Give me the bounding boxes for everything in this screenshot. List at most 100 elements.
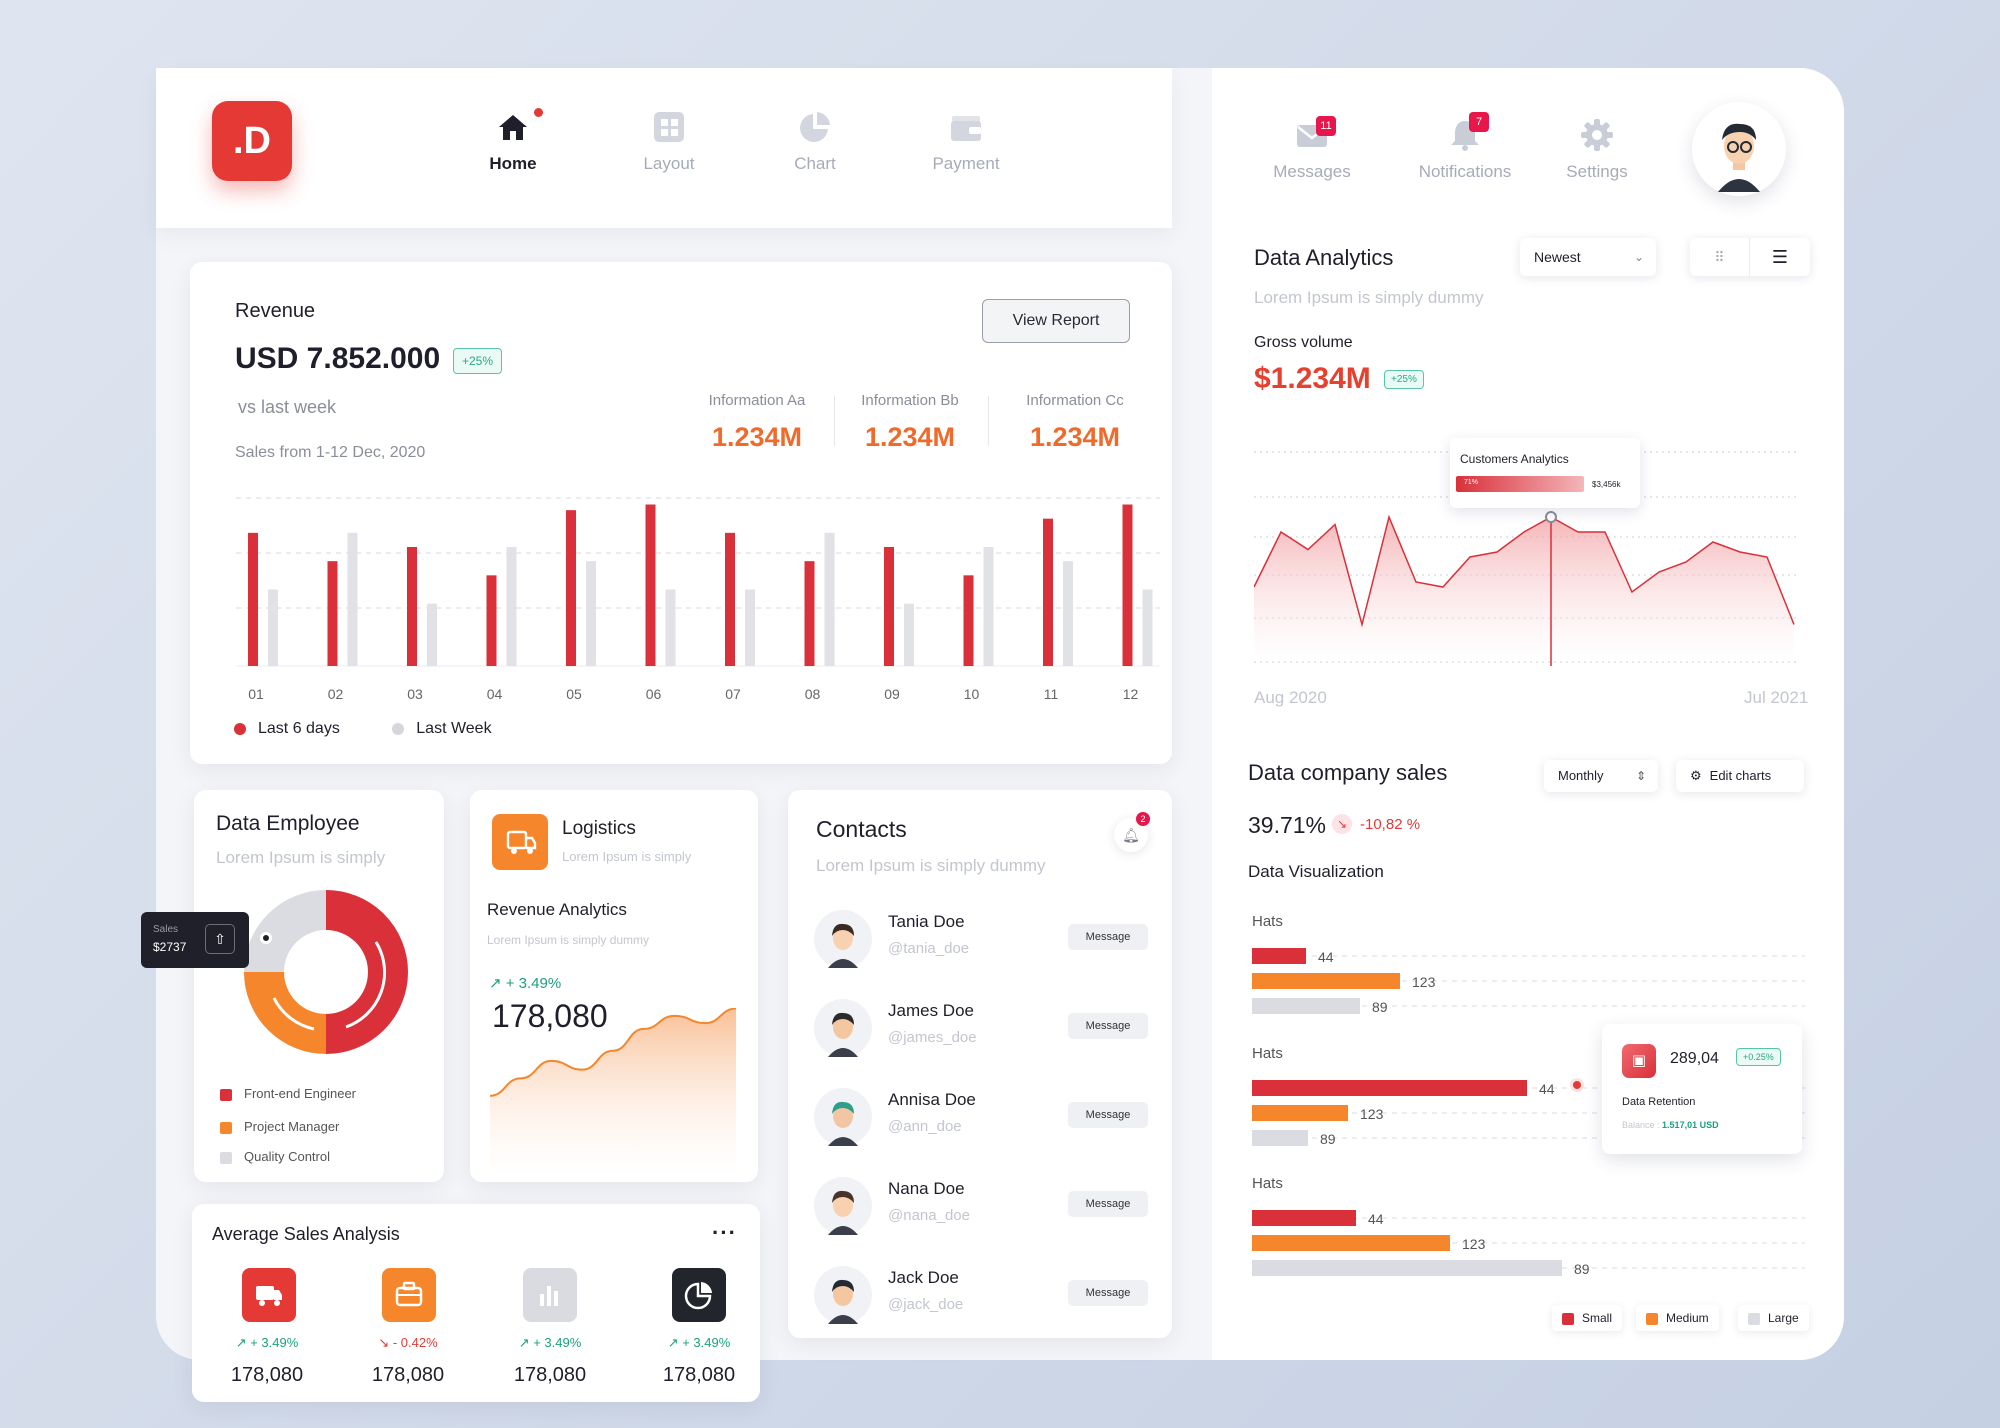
logistics-area-chart <box>490 1008 737 1178</box>
bar-large <box>1252 998 1360 1014</box>
bar-last-6-days <box>645 504 656 666</box>
contact-name: Annisa Doe <box>888 1090 976 1109</box>
list-view-icon[interactable]: ☰ <box>1771 247 1789 267</box>
info-bb-value: 1.234M <box>864 422 956 452</box>
contact-avatar[interactable] <box>814 1177 872 1235</box>
x-axis-end: Jul 2021 <box>1744 688 1809 707</box>
avg-sales-icon-tile <box>672 1268 726 1322</box>
bar-medium <box>1252 1235 1450 1251</box>
retention-label: Data Retention <box>1622 1096 1696 1108</box>
nav-chart[interactable]: Chart <box>755 110 875 174</box>
group-label: Hats <box>1252 1175 1283 1192</box>
contact-avatar[interactable] <box>814 1266 872 1324</box>
sales-tooltip-label: Sales <box>153 924 179 935</box>
donut-accent <box>345 941 387 1029</box>
arrow-up-right-icon: ↗ <box>518 1335 534 1350</box>
arrow-up-right-icon: ↗ <box>667 1335 683 1350</box>
view-report-button[interactable]: View Report <box>982 299 1130 343</box>
contacts-subtitle: Lorem Ipsum is simply dummy <box>816 856 1046 875</box>
contact-avatar[interactable] <box>814 1088 872 1146</box>
x-tick-label: 07 <box>725 686 741 702</box>
home-icon <box>499 115 527 140</box>
pie-chart-icon <box>800 112 830 142</box>
bar-medium <box>1252 973 1400 989</box>
message-button[interactable]: Message <box>1068 1102 1148 1128</box>
arrow-down-right-icon: ↘ <box>1332 814 1352 834</box>
legend-pm: Project Manager <box>244 1119 340 1134</box>
gross-volume-label: Gross volume <box>1254 334 1353 351</box>
nav-payment[interactable]: Payment <box>906 110 1026 174</box>
contact-name: Tania Doe <box>888 912 965 931</box>
info-aa-value: 1.234M <box>711 422 803 452</box>
bar-last-week <box>506 547 517 666</box>
avg-sales-change: ↗ + 3.49% <box>207 1335 327 1351</box>
nav-home[interactable]: Home <box>453 110 573 174</box>
legend-dot-lastweek <box>392 722 405 735</box>
bar-last-week <box>1063 561 1073 666</box>
message-button[interactable]: Message <box>1068 1191 1148 1217</box>
arrow-up-right-icon: ↗ <box>489 975 506 992</box>
balance-value: 1.517,01 USD <box>1662 1120 1719 1130</box>
area-line <box>1254 514 1795 628</box>
app-logo[interactable]: .D <box>212 101 292 181</box>
revenue-analytics-title: Revenue Analytics <box>487 900 627 919</box>
avg-sales-title: Average Sales Analysis <box>212 1224 400 1244</box>
x-tick-label: 04 <box>487 686 503 702</box>
revenue-card <box>190 262 1172 764</box>
legend-large: Large <box>1738 1305 1809 1331</box>
nav-layout[interactable]: Layout <box>609 110 729 174</box>
briefcase-icon <box>395 1281 423 1307</box>
area-fill <box>490 1008 736 1178</box>
bar-last-6-days <box>248 532 258 666</box>
bar-last-week <box>427 603 437 666</box>
upload-icon[interactable]: ⇧ <box>205 924 235 954</box>
sales-tooltip-value: $2737 <box>153 940 187 954</box>
avg-sales-value: 178,080 <box>230 1364 304 1386</box>
bar-value-label: 89 <box>1574 1261 1590 1277</box>
top-nav-bar <box>156 68 1172 228</box>
gear-icon <box>1581 119 1613 151</box>
info-aa-label: Information Aa <box>708 392 806 409</box>
bar-value-label: 89 <box>1372 999 1388 1015</box>
contact-handle: @jack_doe <box>888 1296 964 1313</box>
donut-slice <box>244 890 327 973</box>
edit-charts-button[interactable]: ⚙ Edit charts <box>1676 760 1804 792</box>
nav-notifications[interactable]: Notifications <box>1405 118 1525 182</box>
bar-value-label: 123 <box>1360 1106 1384 1122</box>
x-tick-label: 06 <box>646 686 662 702</box>
avg-sales-change-value: + 3.49% <box>682 1335 731 1350</box>
message-button[interactable]: Message <box>1068 924 1148 950</box>
bar-last-week <box>586 561 596 666</box>
employee-donut-chart <box>244 890 408 1054</box>
logistics-value: 178,080 <box>492 998 608 1034</box>
arrow-up-right-icon: ↗ <box>235 1335 251 1350</box>
contact-avatar[interactable] <box>814 910 872 968</box>
bar-value-label: 123 <box>1412 974 1436 990</box>
gross-volume-value: $1.234M <box>1254 362 1371 395</box>
x-tick-label: 02 <box>328 686 344 702</box>
contact-avatar[interactable] <box>814 999 872 1057</box>
bar-value-label: 123 <box>1462 1236 1486 1252</box>
sort-dropdown[interactable]: Newest ⌄ <box>1520 238 1656 276</box>
monthly-dropdown[interactable]: Monthly ⇕ <box>1544 760 1658 792</box>
nav-messages[interactable]: Messages <box>1252 118 1372 182</box>
profile-avatar[interactable] <box>1692 102 1786 196</box>
bar-last-6-days <box>725 532 735 666</box>
retention-badge: +0.25% <box>1736 1048 1781 1066</box>
nav-settings[interactable]: Settings <box>1537 118 1657 182</box>
nav-home-label: Home <box>489 154 537 173</box>
message-button[interactable]: Message <box>1068 1280 1148 1306</box>
more-options-icon[interactable]: ··· <box>712 1220 737 1245</box>
revenue-legend: Last 6 days Last Week <box>234 720 492 738</box>
hover-point <box>1545 511 1557 523</box>
bar-last-6-days <box>327 561 338 666</box>
grid-view-icon[interactable]: ⠿ <box>1690 238 1750 276</box>
nav-chart-label: Chart <box>794 154 836 173</box>
message-button[interactable]: Message <box>1068 1013 1148 1039</box>
revenue-amount: USD 7.852.000 <box>235 342 441 375</box>
company-sales-bar-chart: Hats 44 123 89 Hats 44 123 89 Hats 44 123 89 <box>1252 913 1805 1277</box>
arrow-down-right-icon: ↘ <box>378 1335 393 1350</box>
customers-analytics-tooltip: Customers Analytics 71% $3,456k <box>1450 438 1640 508</box>
legend-last6: Last 6 days <box>258 720 340 737</box>
x-tick-label: 03 <box>407 686 423 702</box>
